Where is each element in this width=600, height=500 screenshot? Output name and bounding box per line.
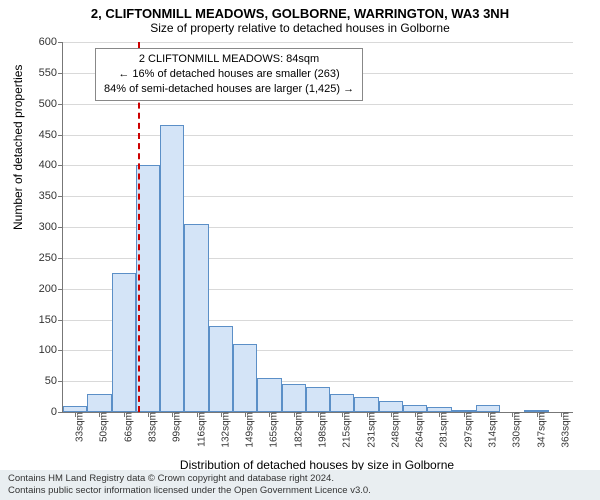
xtick-label: 314sqm <box>486 412 499 448</box>
xtick-label: 50sqm <box>97 412 110 442</box>
histogram-bar <box>87 394 111 413</box>
chart-title-main: 2, CLIFTONMILL MEADOWS, GOLBORNE, WARRIN… <box>0 0 600 21</box>
xtick-label: 215sqm <box>340 412 353 448</box>
xtick-label: 264sqm <box>413 412 426 448</box>
xtick-label: 248sqm <box>388 412 401 448</box>
chart-plot-area: 05010015020025030035040045050055060033sq… <box>62 42 573 413</box>
ytick-label: 100 <box>39 344 63 356</box>
ytick-label: 400 <box>39 159 63 171</box>
xtick-label: 132sqm <box>218 412 231 448</box>
ytick-label: 0 <box>51 406 63 418</box>
histogram-bar <box>330 394 354 413</box>
xtick-label: 99sqm <box>170 412 183 442</box>
annotation-line: 84% of semi-detached houses are larger (… <box>104 82 354 97</box>
xtick-label: 165sqm <box>267 412 280 448</box>
histogram-bar <box>233 344 257 412</box>
ytick-label: 450 <box>39 129 63 141</box>
annotation-line: 2 CLIFTONMILL MEADOWS: 84sqm <box>104 52 354 67</box>
histogram-bar <box>112 273 136 412</box>
histogram-bar <box>379 401 403 412</box>
ytick-label: 350 <box>39 190 63 202</box>
histogram-bar <box>184 224 208 412</box>
xtick-label: 33sqm <box>73 412 86 442</box>
histogram-bar <box>476 405 500 412</box>
xtick-label: 83sqm <box>146 412 159 442</box>
ytick-label: 550 <box>39 67 63 79</box>
xtick-label: 330sqm <box>510 412 523 448</box>
xtick-label: 116sqm <box>194 412 207 447</box>
xtick-label: 347sqm <box>534 412 547 448</box>
chart-title-sub: Size of property relative to detached ho… <box>0 21 600 37</box>
xtick-label: 182sqm <box>291 412 304 448</box>
xtick-label: 363sqm <box>558 412 571 448</box>
annotation-box: 2 CLIFTONMILL MEADOWS: 84sqm← 16% of det… <box>95 48 363 101</box>
xtick-label: 198sqm <box>316 412 329 448</box>
xtick-label: 281sqm <box>437 412 450 448</box>
histogram-bar <box>403 405 427 412</box>
ytick-label: 250 <box>39 252 63 264</box>
ytick-label: 500 <box>39 98 63 110</box>
ytick-label: 300 <box>39 221 63 233</box>
histogram-bar <box>354 397 378 412</box>
footer-attribution: Contains HM Land Registry data © Crown c… <box>0 470 600 500</box>
histogram-bar <box>282 384 306 412</box>
ytick-label: 50 <box>45 375 63 387</box>
footer-line-1: Contains HM Land Registry data © Crown c… <box>8 473 592 485</box>
xtick-label: 66sqm <box>121 412 134 442</box>
histogram-bar <box>209 326 233 412</box>
xtick-label: 231sqm <box>364 412 377 448</box>
ytick-label: 150 <box>39 314 63 326</box>
y-axis-label: Number of detached properties <box>11 65 25 230</box>
histogram-bar <box>160 125 184 412</box>
ytick-label: 600 <box>39 36 63 48</box>
histogram-bar <box>257 378 281 412</box>
ytick-label: 200 <box>39 283 63 295</box>
annotation-line: ← 16% of detached houses are smaller (26… <box>104 67 354 82</box>
xtick-label: 149sqm <box>243 412 256 448</box>
xtick-label: 297sqm <box>461 412 474 448</box>
histogram-bar <box>306 387 330 412</box>
footer-line-2: Contains public sector information licen… <box>8 485 592 497</box>
